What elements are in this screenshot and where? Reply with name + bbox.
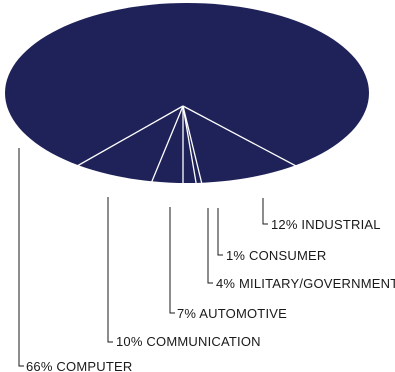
slice-label-consumer: 1% CONSUMER — [226, 248, 326, 263]
slice-label-industrial: 12% INDUSTRIAL — [271, 217, 381, 232]
slice-label-automotive: 7% AUTOMOTIVE — [177, 306, 287, 321]
leader-line-military-government — [207, 208, 213, 284]
leader-line-communication — [107, 197, 113, 343]
leader-lines — [18, 148, 268, 367]
slice-divider-1 — [55, 105, 184, 179]
leader-line-computer — [18, 148, 24, 367]
slice-divider-2 — [142, 105, 184, 204]
slice-dividers — [55, 105, 314, 207]
slice-label-computer: 66% COMPUTER — [26, 359, 132, 372]
slice-divider-5 — [182, 105, 208, 206]
leader-line-industrial — [262, 198, 268, 225]
pie-ellipse — [5, 3, 369, 183]
leader-line-automotive — [169, 207, 175, 314]
slice-label-communication: 10% COMMUNICATION — [116, 334, 261, 349]
slice-divider-6 — [182, 105, 314, 176]
slice-divider-4 — [182, 105, 201, 207]
slice-label-military-government: 4% MILITARY/GOVERNMENT — [216, 276, 395, 291]
slice-labels: 66% COMPUTER 10% COMMUNICATION 7% AUTOMOTI… — [26, 217, 395, 372]
leader-line-consumer — [217, 208, 223, 256]
